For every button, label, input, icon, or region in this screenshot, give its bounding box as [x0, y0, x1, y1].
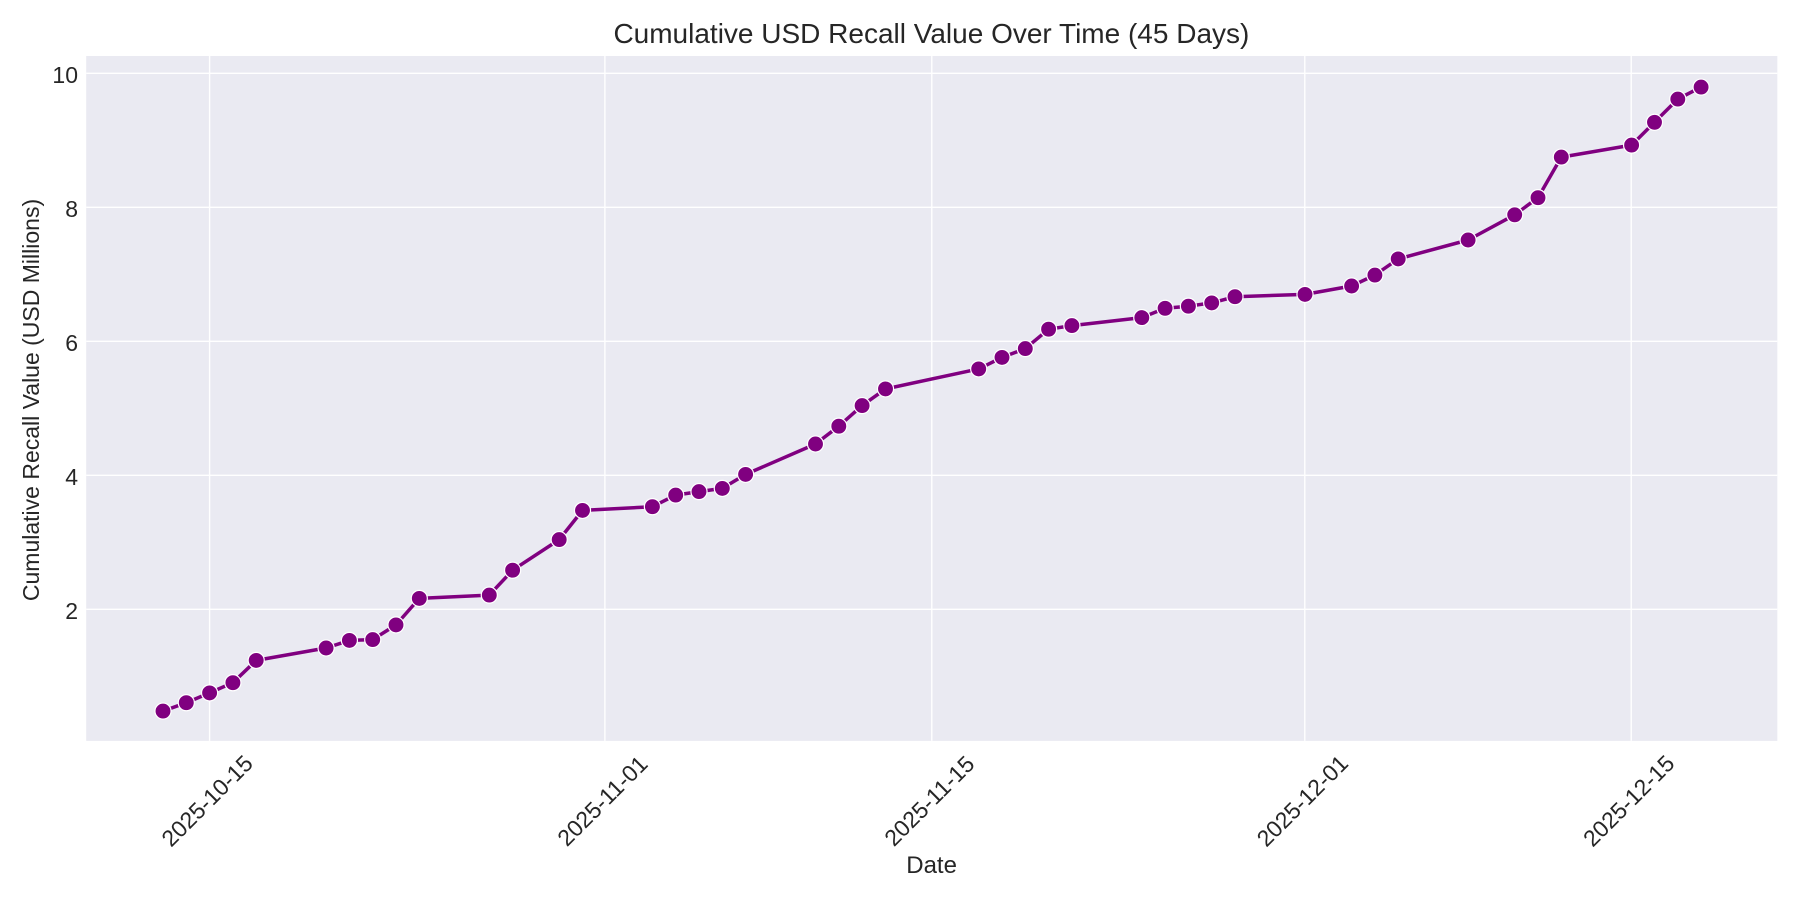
svg-text:Cumulative Recall Value (USD M: Cumulative Recall Value (USD Millions) [18, 199, 44, 601]
svg-text:Cumulative USD Recall Value Ov: Cumulative USD Recall Value Over Time (4… [613, 18, 1249, 49]
svg-text:2025-10-15: 2025-10-15 [156, 750, 258, 852]
svg-text:2025-11-01: 2025-11-01 [552, 751, 652, 851]
svg-text:2025-12-15: 2025-12-15 [1578, 750, 1680, 852]
svg-text:Date: Date [906, 852, 957, 879]
svg-text:8: 8 [65, 196, 78, 222]
svg-text:10: 10 [52, 62, 78, 88]
svg-text:4: 4 [65, 464, 78, 490]
svg-text:2025-11-15: 2025-11-15 [879, 751, 979, 851]
svg-text:2025-12-01: 2025-12-01 [1252, 750, 1354, 852]
svg-text:2: 2 [65, 598, 78, 624]
svg-text:6: 6 [65, 330, 78, 356]
